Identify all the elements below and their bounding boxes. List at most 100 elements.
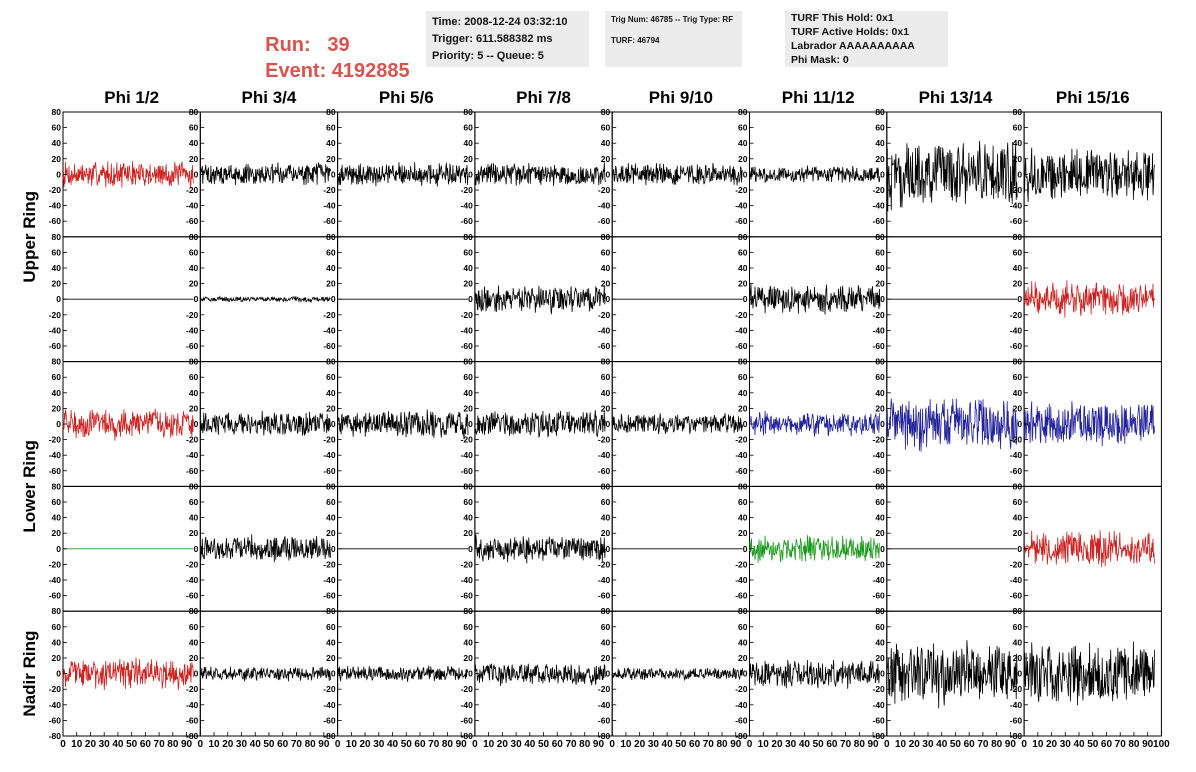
x-tick-label: 90 (181, 739, 193, 750)
y-tick-label: -20 (598, 185, 611, 195)
priority-text: Priority: 5 -- Queue: 5 (432, 50, 544, 62)
y-tick-label: 20 (875, 653, 885, 663)
x-tick-label: 10 (483, 739, 495, 750)
column-title-2: Phi 3/4 (242, 88, 297, 107)
y-tick-label: 60 (326, 247, 336, 257)
x-tick-label: 60 (689, 739, 701, 750)
phi-mask-text: Phi Mask: 0 (791, 54, 849, 66)
y-tick-label: 20 (1013, 154, 1023, 164)
x-tick-label: 50 (126, 739, 138, 750)
y-tick-label: 80 (52, 232, 62, 242)
x-tick-label: 80 (991, 739, 1003, 750)
waveform-r1c7 (886, 140, 1018, 212)
x-tick-label: 40 (799, 739, 811, 750)
y-tick-label: -20 (49, 559, 62, 569)
y-tick-label: -60 (873, 341, 886, 351)
y-tick-label: -40 (186, 325, 199, 335)
y-tick-label: -60 (1010, 466, 1023, 476)
y-tick-label: 0 (56, 294, 61, 304)
y-tick-label: 60 (1013, 372, 1023, 382)
y-tick-label: 20 (738, 154, 748, 164)
y-tick-label: 0 (743, 169, 748, 179)
y-tick-label: -20 (461, 559, 474, 569)
y-tick-label: -40 (49, 201, 62, 211)
y-tick-label: -60 (186, 466, 199, 476)
y-tick-label: -40 (461, 450, 474, 460)
waveform-r3c5 (611, 413, 743, 435)
y-tick-label: -40 (49, 325, 62, 335)
y-tick-label: -60 (1010, 341, 1023, 351)
y-tick-label: -40 (49, 575, 62, 585)
y-tick-label: 20 (463, 154, 473, 164)
waveform-r3c3 (337, 409, 469, 440)
y-tick-label: 40 (189, 637, 199, 647)
y-tick-label: 60 (875, 247, 885, 257)
y-tick-label: 0 (194, 419, 199, 429)
x-tick-label: 70 (154, 739, 166, 750)
y-tick-label: 40 (738, 138, 748, 148)
y-tick-label: -20 (873, 435, 886, 445)
x-tick-label: 60 (414, 739, 426, 750)
x-tick-label: 20 (909, 739, 921, 750)
y-tick-label: 0 (880, 544, 885, 554)
y-tick-label: -60 (461, 216, 474, 226)
y-tick-label: -60 (323, 466, 336, 476)
y-tick-label: -40 (186, 450, 199, 460)
y-tick-label: 80 (1013, 606, 1023, 616)
y-tick-label: -60 (598, 216, 611, 226)
waveform-r4c6 (749, 535, 881, 563)
y-tick-label: 0 (468, 544, 473, 554)
y-tick-label: -40 (873, 325, 886, 335)
x-tick-label: 30 (1060, 739, 1072, 750)
y-tick-label: 60 (601, 123, 611, 133)
x-tick-label: 10 (620, 739, 632, 750)
y-tick-label: 40 (189, 263, 199, 273)
y-tick-label: -20 (735, 435, 748, 445)
y-tick-label: 40 (1013, 138, 1023, 148)
y-tick-label: 20 (601, 154, 611, 164)
y-tick-label: -40 (1010, 700, 1023, 710)
x-tick-label: 80 (716, 739, 728, 750)
y-tick-label: 0 (880, 294, 885, 304)
y-tick-label: 40 (1013, 263, 1023, 273)
y-tick-label: -40 (873, 450, 886, 460)
x-tick-label: 40 (387, 739, 399, 750)
y-tick-label: -80 (461, 731, 474, 741)
x-tick-label: 80 (442, 739, 454, 750)
x-tick-label: 80 (1128, 739, 1140, 750)
y-tick-label: 0 (605, 169, 610, 179)
x-tick-label: 0 (60, 739, 66, 750)
y-tick-label: -40 (323, 575, 336, 585)
y-tick-label: -20 (186, 435, 199, 445)
y-tick-label: 0 (56, 169, 61, 179)
x-tick-label: 90 (456, 739, 468, 750)
x-tick-label: 70 (428, 739, 440, 750)
y-tick-label: 60 (463, 123, 473, 133)
y-tick-label: -40 (49, 450, 62, 460)
y-tick-label: -60 (186, 715, 199, 725)
y-tick-label: 20 (1013, 653, 1023, 663)
y-tick-label: 80 (463, 357, 473, 367)
y-tick-label: -20 (461, 684, 474, 694)
y-tick-label: 60 (326, 497, 336, 507)
y-tick-label: 40 (1013, 637, 1023, 647)
turf-holds-box: TURF This Hold: 0x1 TURF Active Holds: 0… (785, 11, 948, 67)
x-tick-label: 40 (662, 739, 674, 750)
y-tick-label: 80 (1013, 107, 1023, 117)
y-tick-label: 80 (875, 606, 885, 616)
y-tick-label: 60 (463, 247, 473, 257)
waveform-r5c6 (749, 659, 881, 689)
x-tick-label: 40 (112, 739, 124, 750)
y-tick-label: 80 (1013, 232, 1023, 242)
y-tick-label: -20 (1010, 310, 1023, 320)
y-tick-label: -80 (1010, 731, 1023, 741)
ring-label-2: Lower Ring (20, 440, 39, 533)
y-tick-label: 60 (738, 123, 748, 133)
y-tick-label: 60 (1013, 497, 1023, 507)
y-tick-label: -60 (873, 591, 886, 601)
y-tick-label: 0 (331, 669, 336, 679)
y-tick-label: 20 (463, 279, 473, 289)
x-tick-label: 50 (950, 739, 962, 750)
y-tick-label: 40 (601, 388, 611, 398)
y-tick-label: 80 (738, 357, 748, 367)
